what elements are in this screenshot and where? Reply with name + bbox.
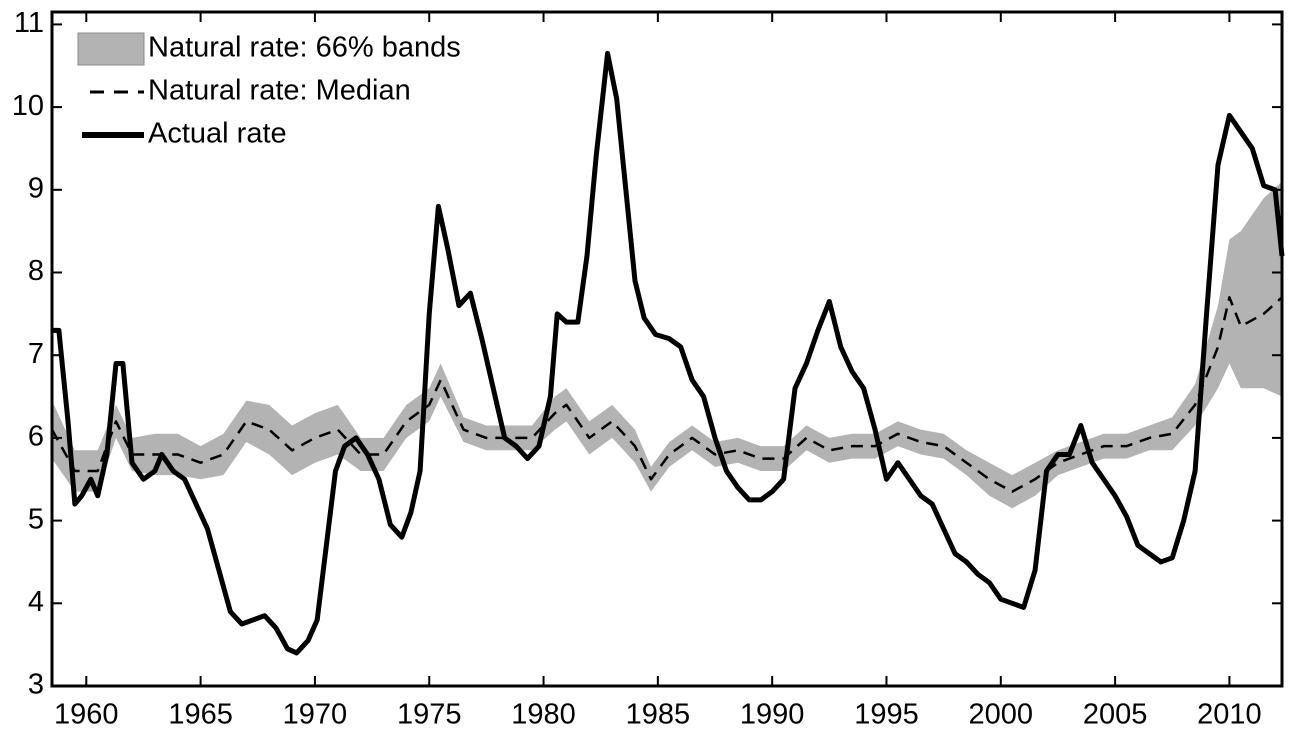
y-tick-label: 10 xyxy=(12,90,44,122)
y-tick-label: 8 xyxy=(28,255,44,287)
legend-swatch xyxy=(77,32,145,66)
actual-line xyxy=(52,50,1285,656)
y-tick-label: 9 xyxy=(28,172,44,204)
x-tick-label: 1975 xyxy=(397,699,462,731)
y-tick-label: 5 xyxy=(28,503,44,535)
median-line xyxy=(50,296,1283,493)
x-tick-label: 1985 xyxy=(626,699,691,731)
legend-label: Actual rate xyxy=(148,118,287,150)
x-tick-label: 2000 xyxy=(969,699,1034,731)
y-tick-label: 3 xyxy=(28,669,44,701)
y-tick-label: 6 xyxy=(28,421,44,453)
y-tick-label: 11 xyxy=(14,7,44,39)
x-tick-label: 1960 xyxy=(54,699,119,731)
y-tick-label: 4 xyxy=(28,586,44,618)
x-tick-label: 1970 xyxy=(283,699,348,731)
x-tick-label: 1990 xyxy=(740,699,805,731)
x-tick-label: 2005 xyxy=(1083,699,1148,731)
legend-label: Natural rate: Median xyxy=(148,75,411,107)
x-tick-label: 2010 xyxy=(1197,699,1262,731)
x-tick-label: 1965 xyxy=(168,699,233,731)
y-tick-label: 7 xyxy=(28,338,44,370)
x-tick-label: 1995 xyxy=(854,699,919,731)
x-tick-label: 1980 xyxy=(511,699,576,731)
legend-label: Natural rate: 66% bands xyxy=(148,32,461,64)
plot-frame xyxy=(50,10,1284,688)
